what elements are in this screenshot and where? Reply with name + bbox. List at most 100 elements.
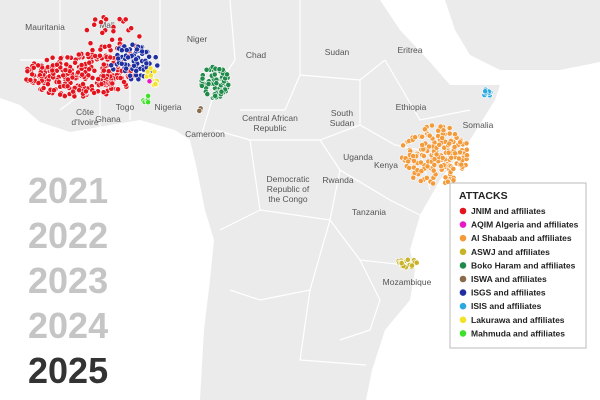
attack-dot	[57, 55, 64, 62]
arabia	[445, 0, 600, 70]
attack-dot	[118, 60, 125, 67]
attack-dot	[108, 62, 115, 69]
attack-dot	[98, 81, 105, 87]
legend-swatch	[459, 207, 467, 215]
legend-swatch	[459, 221, 467, 228]
attack-dot	[145, 99, 151, 106]
attack-dot	[122, 16, 129, 23]
attack-dot	[97, 52, 103, 59]
legend-label: Boko Haram and affiliates	[471, 260, 576, 270]
attack-dot	[464, 152, 470, 159]
attack-dot	[86, 59, 93, 66]
attack-dot	[29, 71, 35, 78]
attack-dot	[56, 79, 62, 85]
country-label: Kenya	[374, 160, 398, 170]
legend-label: Mahmuda and affiliates	[471, 328, 565, 338]
attack-dot	[204, 91, 211, 97]
attack-dot	[196, 108, 203, 114]
attack-dot	[212, 93, 219, 99]
attack-dot	[446, 140, 453, 147]
attack-dot	[426, 143, 432, 150]
attack-dot	[463, 146, 470, 153]
attack-dot	[62, 67, 69, 73]
country-label: Uganda	[343, 152, 373, 162]
attack-dot	[439, 135, 446, 141]
country-label: Eritrea	[397, 45, 422, 55]
attack-dot	[91, 21, 98, 28]
attack-dot	[133, 68, 140, 74]
country-label: Republic of	[267, 184, 310, 194]
legend: ATTACKS JNIM and affiliates AQIM Algeria …	[449, 182, 587, 349]
attack-dot	[450, 177, 457, 184]
attack-dot	[97, 46, 104, 53]
attack-dot	[86, 66, 92, 73]
attack-dot	[91, 90, 97, 96]
legend-label: Lakurawa and affiliates	[471, 315, 565, 325]
attack-dot	[152, 81, 159, 87]
year: 2025	[28, 350, 108, 391]
legend-box	[449, 182, 587, 349]
attack-dot	[199, 75, 206, 82]
attack-dot	[143, 60, 150, 67]
attack-dot	[410, 174, 417, 181]
attack-dot	[100, 67, 107, 74]
country-label: Niger	[187, 34, 207, 44]
attack-dot	[44, 57, 50, 63]
attack-dot	[49, 67, 56, 74]
attack-dot	[91, 67, 98, 74]
country-label: Nigeria	[155, 102, 182, 112]
country-label: Togo	[116, 102, 135, 112]
attack-dot	[100, 73, 107, 79]
attack-dot	[151, 68, 158, 75]
attack-dot	[482, 88, 489, 95]
attack-dot	[84, 51, 91, 57]
country-label: Sudan	[330, 118, 355, 128]
attack-dot	[92, 16, 99, 23]
legend-swatch	[459, 248, 467, 256]
country-label: Central African	[242, 113, 298, 123]
attack-dot	[131, 62, 137, 69]
legend-label: Al Shabaab and affiliates	[471, 233, 572, 243]
attack-dot	[430, 180, 436, 187]
attack-dot	[420, 153, 427, 159]
attack-dot	[430, 167, 437, 174]
legend-label: ISIS and affiliates	[471, 301, 542, 311]
attack-dot	[398, 260, 405, 267]
attack-dot	[457, 149, 463, 156]
attack-dot	[129, 41, 136, 48]
attack-dot	[127, 72, 134, 79]
legend-swatch	[459, 289, 467, 296]
attack-dot	[78, 62, 85, 68]
attack-dot	[92, 53, 98, 59]
attack-dot	[109, 36, 115, 43]
attack-dot	[99, 30, 106, 36]
attack-dot	[85, 72, 92, 79]
country-label: Ethiopia	[396, 102, 427, 112]
attack-dot	[438, 163, 444, 170]
attack-dot	[117, 75, 124, 81]
attack-dot	[439, 154, 446, 161]
attack-dot	[110, 28, 117, 35]
attack-dot	[35, 80, 42, 86]
country-label: Chad	[246, 50, 267, 60]
attack-dot	[203, 66, 210, 73]
attack-dot	[51, 87, 57, 94]
attack-dot	[421, 126, 428, 133]
attack-dot	[106, 43, 113, 49]
country-label: Democratic	[267, 174, 311, 184]
attack-dot	[24, 68, 31, 75]
attack-dot	[417, 178, 424, 184]
attack-dot	[224, 71, 230, 78]
attack-dot	[144, 68, 151, 75]
attack-dot	[152, 54, 159, 61]
legend-swatch	[459, 302, 467, 310]
attack-dot	[121, 79, 127, 85]
country-label: d'Ivoire	[71, 117, 98, 127]
attack-dot	[405, 158, 411, 165]
attack-dot	[136, 33, 143, 40]
country-label: Sudan	[325, 47, 350, 57]
attack-dot	[429, 122, 435, 129]
attack-dot	[436, 141, 443, 148]
attack-dot	[54, 61, 60, 68]
